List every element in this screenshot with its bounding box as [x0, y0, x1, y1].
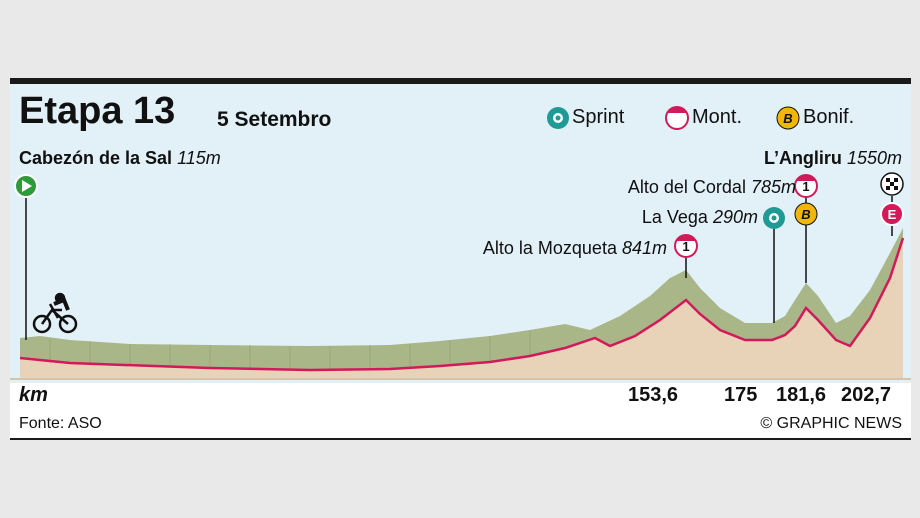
credit-note: © GRAPHIC NEWS: [760, 415, 902, 432]
mozqueta-mountain-marker: [674, 234, 698, 258]
start-location-altitude: 115m: [177, 148, 221, 168]
stage-date: 5 Setembro: [217, 108, 332, 131]
elevation-profile: 1 1 B E B: [10, 106, 911, 380]
legend-bonus-letter: B: [783, 111, 792, 126]
km-mark-1: 153,6: [628, 384, 679, 406]
cordal-altitude: 785m: [750, 177, 796, 197]
cordal-label: Alto del Cordal 785m: [628, 177, 796, 198]
legend-sprint-icon: [547, 107, 569, 129]
terrain-texture: [49, 330, 531, 370]
mozqueta-category: 1: [682, 239, 689, 254]
legend-mountain-label: Mont.: [692, 106, 743, 128]
stage-profile-panel: 1 1 B E B Etapa 13 5 Setembro Sprint Mon…: [10, 78, 911, 440]
finish-location-altitude: 1550m: [846, 148, 902, 168]
legend-bonus-icon: [776, 106, 800, 130]
finish-location-name: L’Angliru: [763, 148, 842, 168]
legend-mountain: Mont.: [692, 106, 742, 129]
legend-mountain-icon: [665, 106, 689, 130]
start-location: Cabezón de la Sal 115m: [19, 148, 221, 169]
vega-name: La Vega: [641, 207, 708, 227]
route-line: [19, 237, 905, 372]
finish-location: L’Angliru 1550m: [764, 148, 902, 169]
vega-sprint-marker: [763, 207, 785, 229]
vega-altitude: 290m: [712, 207, 758, 227]
km-mark-4: 202,7: [841, 384, 892, 406]
legend-bonus-label: Bonif.: [803, 106, 855, 128]
km-mark-2: 175: [724, 384, 758, 406]
mozqueta-altitude: 841m: [621, 238, 667, 258]
finish-mountain-marker: [880, 202, 904, 226]
legend-sprint-label: Sprint: [572, 106, 625, 128]
legend-bonus: Bonif.: [803, 106, 854, 129]
cordal-category: 1: [802, 179, 809, 194]
start-location-name: Cabezón de la Sal: [19, 148, 173, 168]
finish-flag-marker: [880, 172, 904, 196]
cordal-mountain-marker: [794, 174, 818, 198]
cordal-bonus-marker: [794, 202, 818, 226]
cyclist-icon: [32, 292, 78, 334]
start-marker: [14, 174, 38, 198]
stage-title: Etapa 13: [19, 90, 176, 132]
legend-sprint: Sprint: [572, 106, 624, 129]
top-rule: [10, 78, 911, 84]
cordal-bonus-letter: B: [801, 207, 810, 222]
bottom-rule: [10, 438, 911, 440]
km-mark-3: 181,6: [776, 384, 827, 406]
axis-unit: km: [19, 384, 48, 406]
vega-label: La Vega 290m: [642, 207, 758, 228]
terrain-side-face: [20, 238, 903, 378]
source-note: Fonte: ASO: [19, 415, 102, 432]
cordal-name: Alto del Cordal: [627, 177, 746, 197]
finish-marker-letter: E: [888, 207, 897, 222]
mozqueta-label: Alto la Mozqueta 841m: [483, 238, 667, 259]
mozqueta-name: Alto la Mozqueta: [482, 238, 617, 258]
